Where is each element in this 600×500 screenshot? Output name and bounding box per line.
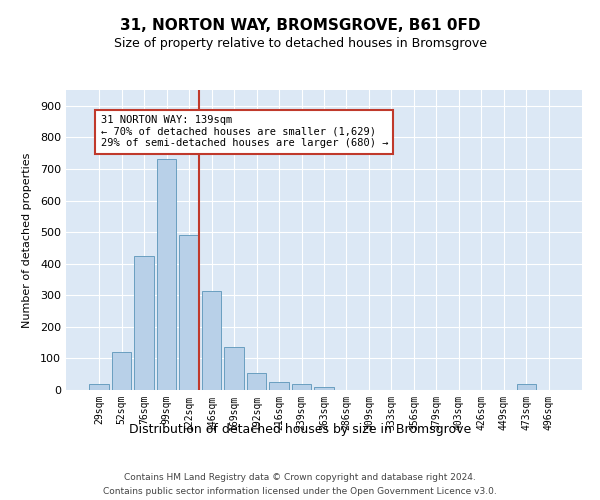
Bar <box>269 382 289 390</box>
Bar <box>224 348 244 390</box>
Text: Distribution of detached houses by size in Bromsgrove: Distribution of detached houses by size … <box>129 422 471 436</box>
Text: Size of property relative to detached houses in Bromsgrove: Size of property relative to detached ho… <box>113 38 487 51</box>
Bar <box>157 160 176 390</box>
Bar <box>179 236 199 390</box>
Bar <box>314 387 334 390</box>
Bar <box>112 352 131 390</box>
Bar <box>134 256 154 390</box>
Bar <box>292 384 311 390</box>
Bar <box>247 372 266 390</box>
Text: 31, NORTON WAY, BROMSGROVE, B61 0FD: 31, NORTON WAY, BROMSGROVE, B61 0FD <box>120 18 480 32</box>
Text: 31 NORTON WAY: 139sqm
← 70% of detached houses are smaller (1,629)
29% of semi-d: 31 NORTON WAY: 139sqm ← 70% of detached … <box>101 116 388 148</box>
Text: Contains HM Land Registry data © Crown copyright and database right 2024.: Contains HM Land Registry data © Crown c… <box>124 472 476 482</box>
Text: Contains public sector information licensed under the Open Government Licence v3: Contains public sector information licen… <box>103 488 497 496</box>
Bar <box>89 384 109 390</box>
Y-axis label: Number of detached properties: Number of detached properties <box>22 152 32 328</box>
Bar <box>202 290 221 390</box>
Bar <box>517 384 536 390</box>
